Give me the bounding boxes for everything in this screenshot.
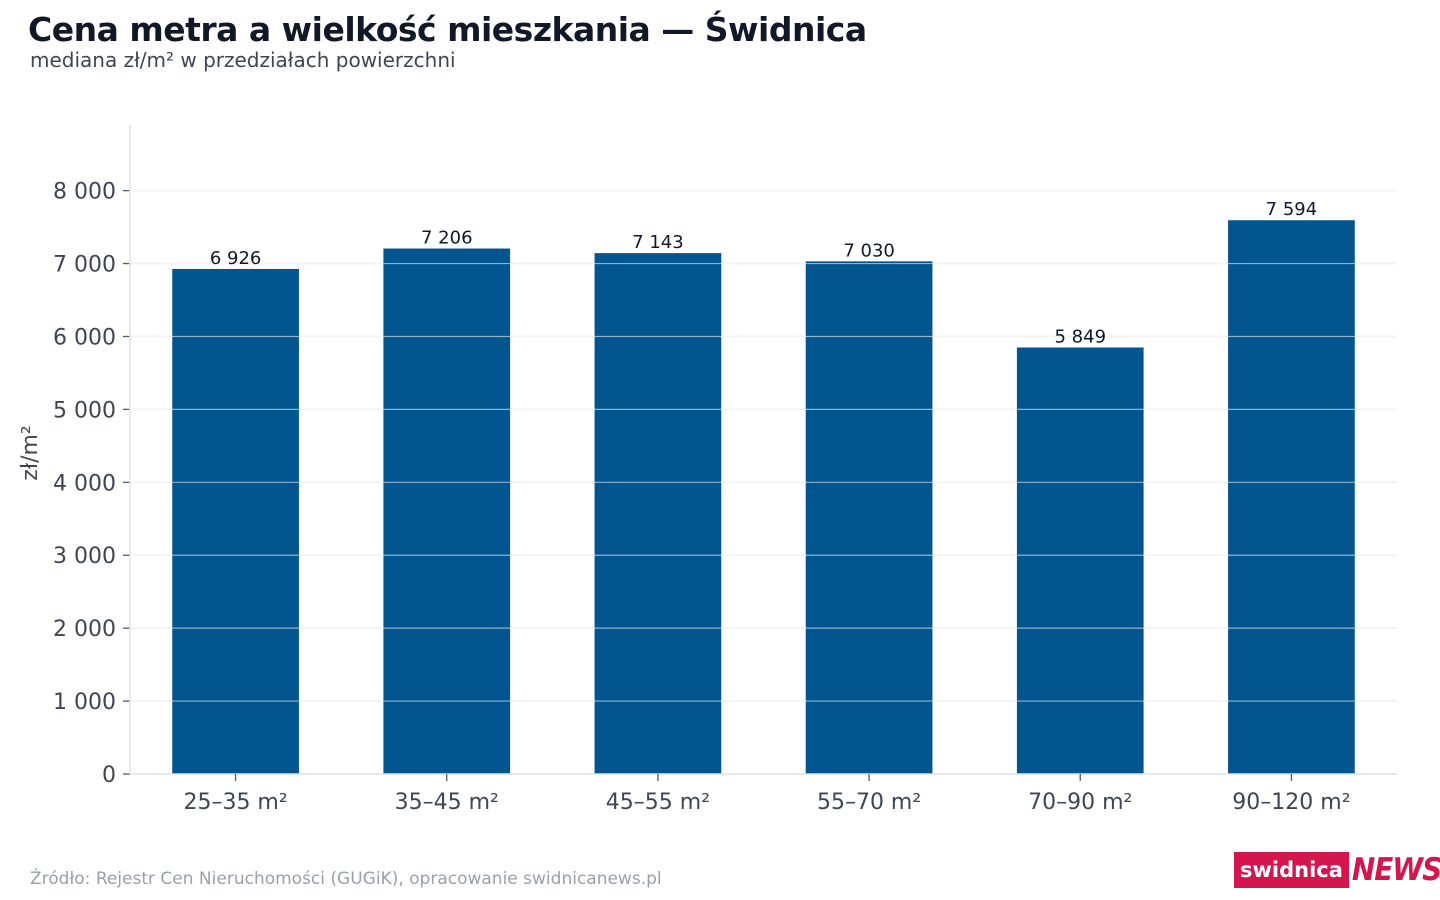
brand-logo-part2: NEWS <box>1351 852 1440 888</box>
grid-lines <box>130 189 1397 702</box>
bar[interactable] <box>172 268 299 774</box>
x-tick-label: 35–45 m² <box>395 790 499 815</box>
data-label: 7 594 <box>1266 199 1318 220</box>
source-note: Źródło: Rejestr Cen Nieruchomości (GUGiK… <box>30 869 662 889</box>
chart-subtitle: mediana zł/m² w przedziałach powierzchni <box>30 48 456 72</box>
x-tick-label: 45–55 m² <box>606 790 710 815</box>
data-label: 7 030 <box>843 240 895 261</box>
bar[interactable] <box>1016 347 1144 774</box>
x-tick-label: 25–35 m² <box>183 790 287 815</box>
y-tick-label: 0 <box>102 763 116 788</box>
y-tick-label: 8 000 <box>53 180 116 205</box>
bar[interactable] <box>594 253 722 774</box>
y-tick-label: 7 000 <box>53 253 116 278</box>
chart-title: Cena metra a wielkość mieszkania — Świdn… <box>28 10 867 49</box>
brand-logo[interactable]: swidnica NEWS <box>1234 852 1440 888</box>
axes: 0 1 000 2 000 3 000 4 000 5 000 6 000 7 000 8 00… <box>53 125 1397 815</box>
grid-overlay-lines <box>130 190 1397 702</box>
y-tick-label: 4 000 <box>53 471 116 496</box>
y-axis-label: zł/m² <box>18 425 43 480</box>
y-tick-label: 1 000 <box>53 690 116 715</box>
bar[interactable] <box>805 261 933 774</box>
brand-logo-part1: swidnica <box>1234 852 1349 888</box>
data-label: 5 849 <box>1054 326 1106 347</box>
data-labels: 6 926 7 206 7 143 7 030 5 849 7 594 <box>210 199 1317 347</box>
x-tick-label: 55–70 m² <box>817 790 921 815</box>
y-tick-label: 5 000 <box>53 398 116 423</box>
bar[interactable] <box>1228 220 1355 774</box>
y-tick-label: 6 000 <box>53 325 116 350</box>
bars <box>172 220 1355 775</box>
data-label: 7 206 <box>421 228 473 249</box>
y-tick-label: 2 000 <box>53 617 116 642</box>
bar[interactable] <box>383 248 511 775</box>
x-tick-label: 90–120 m² <box>1232 790 1350 815</box>
x-tick-label: 70–90 m² <box>1028 790 1132 815</box>
y-tick-label: 3 000 <box>53 544 116 569</box>
data-label: 7 143 <box>632 232 684 253</box>
data-label: 6 926 <box>210 248 262 269</box>
